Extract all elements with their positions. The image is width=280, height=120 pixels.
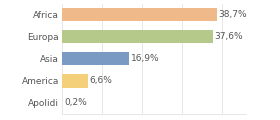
Text: 37,6%: 37,6%	[214, 32, 243, 41]
Bar	[62, 30, 213, 43]
Text: 0,2%: 0,2%	[64, 98, 87, 108]
Bar	[62, 52, 129, 65]
Bar	[62, 74, 88, 87]
Text: 16,9%: 16,9%	[131, 54, 160, 63]
Text: 6,6%: 6,6%	[90, 76, 113, 85]
Text: 38,7%: 38,7%	[219, 10, 247, 19]
Bar	[62, 8, 217, 21]
